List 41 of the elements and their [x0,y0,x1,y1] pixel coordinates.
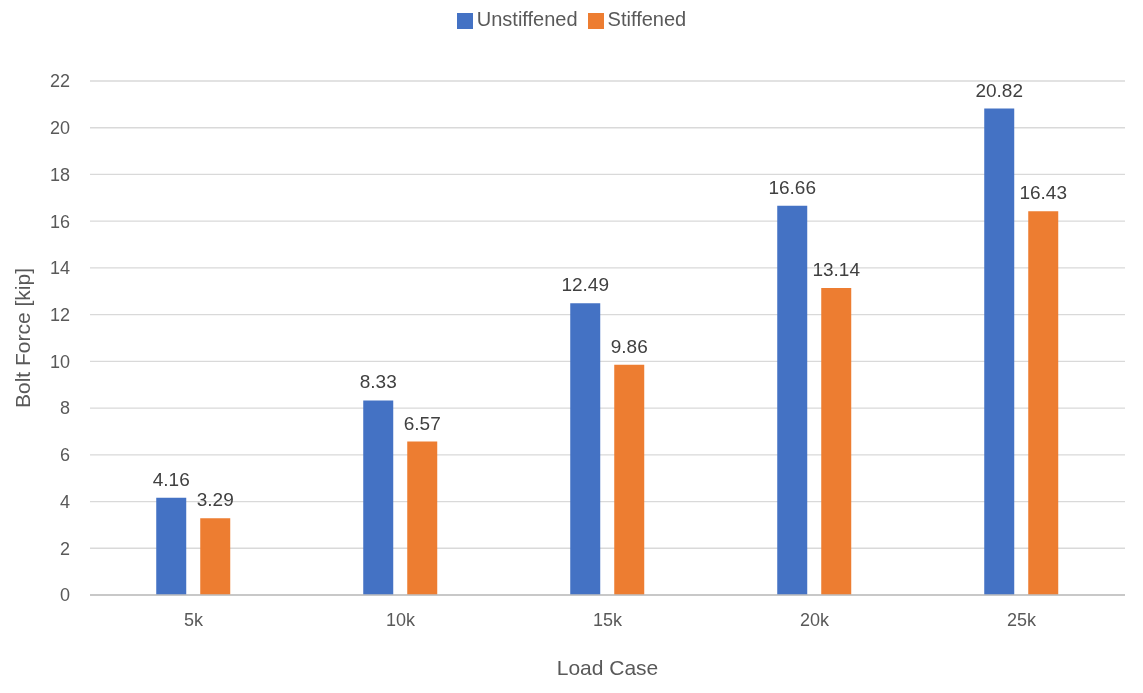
y-tick-label: 18 [49,164,70,185]
legend-label: Unstiffened [476,8,578,30]
x-tick-label: 15k [592,609,624,630]
bar [821,288,852,595]
y-tick-label: 16 [49,211,70,232]
y-tick-label: 0 [59,585,70,606]
data-label: 12.49 [561,274,610,296]
data-label: 13.14 [812,259,861,280]
x-tick-label: 5k [183,609,204,630]
data-label: 4.16 [152,468,190,490]
y-tick-label: 20 [49,118,70,139]
bar [1028,211,1059,595]
y-tick-label: 12 [49,305,70,326]
y-tick-label: 10 [49,351,70,372]
data-label: 8.33 [359,371,397,393]
data-label: 6.57 [403,412,441,434]
bar [614,364,645,595]
y-tick-label: 8 [59,398,70,419]
bar [984,108,1015,595]
y-tick-label: 14 [49,258,70,279]
x-tick-label: 10k [385,609,417,630]
bar [570,303,601,595]
data-label: 3.29 [196,489,234,511]
y-axis-title: Bolt Force [kip] [11,267,35,409]
data-label: 20.82 [975,79,1024,101]
bar [407,441,438,595]
y-tick-label: 22 [49,71,70,92]
x-tick-label: 20k [799,609,831,630]
bar [156,497,187,595]
bar [777,205,808,595]
x-tick-label: 25k [1006,609,1038,630]
y-tick-label: 2 [59,538,70,559]
y-tick-label: 6 [59,445,70,466]
data-label: 16.43 [1019,182,1068,204]
data-label: 9.86 [610,335,648,357]
y-tick-label: 4 [59,491,70,512]
data-label: 16.66 [768,176,817,198]
legend-label: Stiffened [607,8,687,30]
bar [200,518,231,595]
bar [363,400,394,595]
x-axis-title: Load Case [556,656,659,679]
